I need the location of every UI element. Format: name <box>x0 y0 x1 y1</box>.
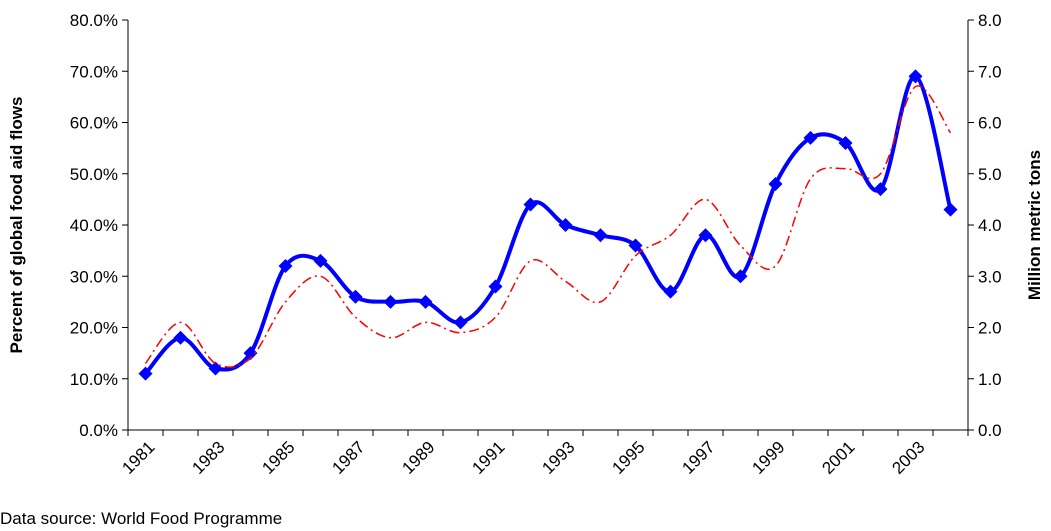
point-marker <box>278 259 293 273</box>
point-marker <box>908 69 923 84</box>
x-tick-label: 1989 <box>398 438 438 478</box>
x-tick-label: 2003 <box>888 438 928 478</box>
y2-tick-label: 6.0 <box>978 114 1002 133</box>
x-tick-label: 1997 <box>678 438 718 478</box>
y-tick-label: 0.0% <box>79 421 118 440</box>
x-tick-label: 1983 <box>188 438 228 478</box>
point-marker <box>873 182 888 197</box>
source-note: Data source: World Food Programme <box>0 509 282 528</box>
x-tick-label: 1991 <box>468 438 508 478</box>
x-tick-label: 1985 <box>258 438 298 478</box>
point-marker <box>418 294 433 309</box>
y2-tick-label: 7.0 <box>978 62 1002 81</box>
point-marker <box>173 330 188 345</box>
point-marker <box>838 136 853 150</box>
y-tick-label: 80.0% <box>70 11 118 30</box>
x-tick-label: 1995 <box>608 438 648 478</box>
y-tick-label: 20.0% <box>70 319 118 338</box>
point-marker <box>803 130 818 145</box>
x-tick-label: 2001 <box>818 438 858 478</box>
point-marker <box>138 366 153 381</box>
y-tick-label: 40.0% <box>70 216 118 235</box>
y2-tick-label: 1.0 <box>978 370 1002 389</box>
point-marker <box>698 228 713 243</box>
y2-tick-label: 3.0 <box>978 267 1002 286</box>
y-tick-label: 30.0% <box>70 267 118 286</box>
point-marker <box>488 279 503 294</box>
point-marker <box>208 361 223 376</box>
y2-tick-label: 8.0 <box>978 11 1002 30</box>
y2-tick-label: 0.0 <box>978 421 1002 440</box>
y-axis-title: Percent of global food aid flows <box>7 97 26 354</box>
point-marker <box>383 294 398 309</box>
point-marker <box>558 218 573 232</box>
point-marker <box>663 284 678 299</box>
series-line <box>144 85 952 368</box>
x-tick-label: 1999 <box>748 438 788 478</box>
point-marker <box>453 315 468 330</box>
point-marker <box>523 197 538 212</box>
series-line <box>143 74 953 376</box>
y2-tick-label: 4.0 <box>978 216 1002 235</box>
point-marker <box>348 289 363 304</box>
y2-axis-title: Million metric tons <box>1025 150 1044 300</box>
y-tick-label: 10.0% <box>70 370 118 389</box>
y-tick-label: 70.0% <box>70 62 118 81</box>
point-marker <box>943 202 958 217</box>
y-tick-label: 60.0% <box>70 114 118 133</box>
y2-tick-label: 2.0 <box>978 319 1002 338</box>
x-tick-label: 1981 <box>118 438 158 478</box>
point-marker <box>768 177 783 191</box>
point-marker <box>628 238 643 253</box>
point-marker <box>243 346 258 361</box>
x-tick-label: 1993 <box>538 438 578 478</box>
point-marker <box>593 228 608 243</box>
x-tick-label: 1987 <box>328 438 368 478</box>
point-marker <box>733 269 748 284</box>
point-marker <box>313 253 328 268</box>
y2-tick-label: 5.0 <box>978 165 1002 184</box>
y-tick-label: 50.0% <box>70 165 118 184</box>
